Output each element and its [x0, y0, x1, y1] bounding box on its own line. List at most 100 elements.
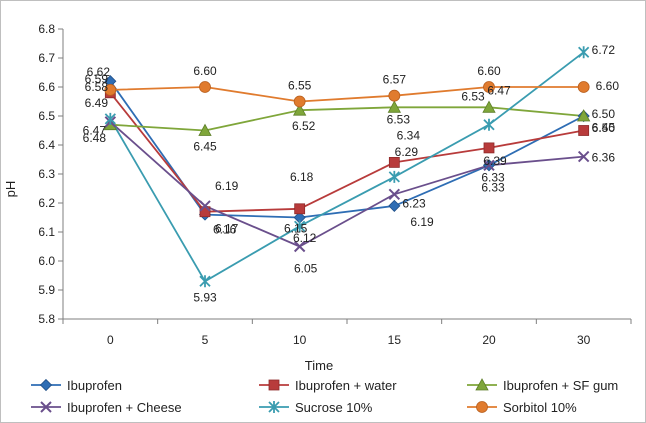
legend-label: Ibuprofen: [67, 378, 122, 393]
data-label: 6.57: [383, 73, 407, 87]
x-tick-label: 20: [482, 333, 496, 347]
legend-marker: [39, 378, 53, 392]
data-point: [388, 89, 401, 102]
data-label: 6.55: [288, 79, 312, 93]
series-line: [110, 86, 584, 103]
data-point: [388, 188, 401, 201]
data-label: 6.58: [85, 80, 109, 94]
data-label: 6.53: [387, 112, 411, 126]
data-label: 5.93: [193, 290, 217, 304]
y-tick-label: 6.0: [38, 254, 55, 268]
data-point: [483, 159, 495, 172]
data-label: 6.23: [402, 196, 426, 210]
data-point: [104, 84, 117, 96]
data-point: [576, 109, 591, 122]
data-point: [483, 118, 495, 131]
data-label: 6.49: [85, 96, 109, 110]
data-point: [293, 95, 306, 108]
data-label: 6.50: [592, 121, 616, 135]
data-point: [198, 123, 212, 136]
y-tick-label: 6.2: [38, 196, 55, 210]
data-label: 6.15: [284, 222, 308, 236]
series-line: [109, 121, 584, 248]
y-tick-label: 6.3: [38, 167, 55, 181]
data-label: 6.12: [293, 231, 317, 245]
y-tick-label: 6.4: [38, 138, 55, 152]
data-label: 6.36: [592, 151, 616, 165]
data-label: 6.45: [592, 121, 616, 135]
data-point: [292, 103, 307, 116]
data-label: 6.39: [483, 154, 507, 168]
data-label: 6.60: [477, 64, 501, 78]
x-tick-label: 30: [577, 333, 591, 347]
data-label: 6.16: [213, 223, 237, 237]
data-point: [577, 81, 590, 93]
data-point: [199, 275, 211, 288]
data-label: 6.19: [410, 215, 434, 229]
data-point: [294, 220, 306, 233]
x-tick-label: 0: [107, 333, 114, 347]
data-label: 6.45: [193, 140, 217, 154]
data-point: [388, 170, 400, 183]
data-point: [388, 199, 401, 212]
data-point: [294, 203, 306, 215]
data-label: 6.34: [397, 128, 421, 142]
data-point: [199, 200, 211, 212]
series-line: [109, 51, 585, 283]
data-label: 6.19: [215, 179, 239, 193]
data-label: 6.47: [487, 84, 511, 98]
data-point: [483, 81, 495, 93]
data-point: [293, 240, 306, 253]
legend-marker: [268, 379, 280, 391]
data-label: 6.62: [87, 65, 111, 79]
legend-label: Ibuprofen + water: [295, 378, 397, 393]
y-tick-label: 6.6: [38, 80, 55, 94]
y-tick-label: 5.9: [38, 283, 55, 297]
legend-marker: [40, 401, 52, 413]
data-label: 6.33: [481, 170, 505, 184]
x-axis-title: Time: [305, 358, 333, 373]
legend-label: Sorbitol 10%: [503, 400, 577, 415]
data-label: 6.17: [215, 222, 239, 236]
data-point: [578, 125, 590, 136]
legend-label: Ibuprofen + SF gum: [503, 378, 618, 393]
x-tick-label: 10: [293, 333, 307, 347]
data-label: 6.18: [290, 170, 314, 184]
data-label: 6.53: [461, 89, 485, 103]
data-label: 6.33: [481, 180, 505, 194]
x-tick-label: 15: [388, 333, 402, 347]
data-point: [482, 100, 496, 113]
data-label: 6.72: [592, 43, 616, 57]
y-tick-label: 6.1: [38, 225, 55, 239]
data-point: [577, 150, 590, 163]
y-tick-label: 5.8: [38, 312, 55, 326]
legend-label: Ibuprofen + Cheese: [67, 400, 182, 415]
data-label: 6.05: [294, 262, 318, 276]
x-tick-label: 5: [202, 333, 209, 347]
data-point: [578, 46, 590, 59]
data-label: 6.47: [83, 124, 107, 138]
data-label: 6.52: [292, 119, 316, 133]
series-line: [109, 80, 585, 219]
y-tick-label: 6.8: [38, 22, 55, 36]
data-label: 6.59: [85, 72, 109, 86]
data-point: [387, 100, 402, 113]
data-label: 6.50: [592, 107, 616, 121]
y-axis-title: pH: [3, 181, 18, 198]
legend: Ibuprofen Ibuprofen + water Ibuprofen + SF…: [31, 378, 618, 415]
y-tick-label: 6.5: [38, 109, 55, 123]
data-label: 6.48: [83, 131, 107, 145]
data-point: [388, 156, 400, 168]
data-point: [104, 112, 116, 125]
data-label: 6.60: [193, 64, 217, 78]
data-label: 6.29: [395, 145, 419, 159]
data-point: [199, 81, 211, 93]
legend-label: Sucrose 10%: [295, 400, 373, 415]
legend-marker: [268, 401, 280, 413]
series-line: [110, 106, 584, 132]
legend-marker: [475, 378, 489, 391]
data-point: [483, 142, 495, 154]
data-label: 6.60: [596, 79, 620, 93]
